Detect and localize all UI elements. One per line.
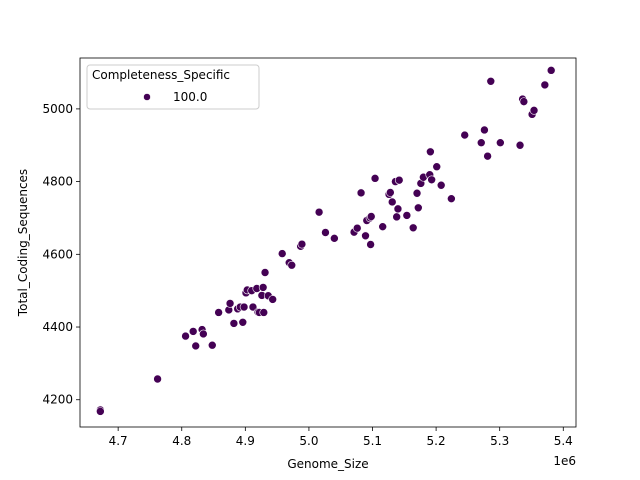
data-point (408, 223, 418, 233)
data-point (519, 97, 529, 106)
data-point (402, 211, 412, 220)
x-tick-label: 4.8 (172, 434, 191, 448)
data-point (260, 268, 270, 277)
y-tick-label: 4800 (42, 175, 73, 189)
data-point (188, 327, 198, 336)
data-point (427, 175, 436, 185)
points-layer (96, 66, 556, 416)
data-point (259, 308, 269, 317)
data-point (432, 162, 442, 171)
data-point (370, 174, 380, 183)
x-tick-label: 5.2 (427, 434, 446, 448)
data-point (392, 212, 401, 222)
x-axis-offset-label: 1e6 (553, 454, 576, 468)
data-point (96, 407, 105, 416)
data-point (191, 341, 201, 351)
legend-box (86, 64, 260, 110)
data-point (412, 188, 422, 198)
y-tick-label: 4200 (42, 393, 73, 407)
data-point (229, 319, 239, 328)
data-point (258, 283, 268, 292)
data-point (386, 188, 395, 197)
x-tick-label: 4.9 (236, 434, 255, 448)
data-point (248, 302, 258, 312)
data-point (330, 234, 339, 243)
data-point (486, 76, 496, 86)
data-point (225, 299, 235, 308)
x-axis: 4.7 4.8 4.9 5.0 5.1 5.2 5.3 5.4 (109, 427, 573, 448)
x-tick-label: 5.0 (299, 434, 318, 448)
data-point (366, 212, 376, 221)
y-tick-label: 5000 (42, 102, 73, 116)
legend-title: Completeness_Specific (92, 68, 230, 82)
data-point (529, 106, 539, 115)
x-tick-label: 5.1 (363, 434, 382, 448)
data-point (413, 203, 423, 213)
data-point (356, 188, 366, 198)
data-point (460, 130, 470, 140)
data-point (361, 231, 370, 241)
data-point (297, 239, 307, 249)
x-tick-label: 5.4 (554, 434, 573, 448)
data-point (426, 147, 435, 157)
data-point (540, 80, 550, 90)
plot-frame (79, 57, 577, 428)
data-point (238, 317, 248, 327)
data-point (214, 308, 223, 317)
x-axis-label: Genome_Size (287, 457, 368, 471)
data-point (546, 66, 556, 75)
data-point (287, 260, 297, 270)
data-point (181, 331, 190, 341)
legend-entry-label: 100.0 (173, 90, 207, 104)
data-point (447, 194, 456, 203)
data-point (393, 204, 403, 214)
data-point (496, 138, 505, 148)
data-point (277, 249, 287, 258)
data-point (239, 302, 249, 312)
data-point (515, 140, 525, 150)
y-axis-label: Total_Coding_Sequences (16, 169, 30, 317)
data-point (476, 138, 486, 148)
y-tick-label: 4600 (42, 247, 73, 261)
data-point (366, 240, 375, 249)
data-point (394, 175, 404, 185)
data-point (387, 197, 397, 207)
data-point (436, 180, 446, 190)
x-tick-label: 5.3 (490, 434, 509, 448)
x-tick-label: 4.7 (109, 434, 128, 448)
data-point (153, 374, 162, 384)
y-tick-label: 4400 (42, 320, 73, 334)
data-point (352, 223, 362, 233)
data-point (199, 329, 208, 339)
data-point (207, 340, 217, 350)
y-axis: 4200 4400 4600 4800 5000 (42, 102, 80, 407)
data-point (321, 228, 330, 237)
data-point (268, 295, 277, 304)
legend: Completeness_Specific 100.0 (86, 64, 260, 110)
legend-marker (143, 93, 151, 101)
data-point (480, 125, 489, 135)
data-point (314, 207, 324, 217)
data-point (483, 151, 492, 161)
data-point (378, 222, 387, 231)
